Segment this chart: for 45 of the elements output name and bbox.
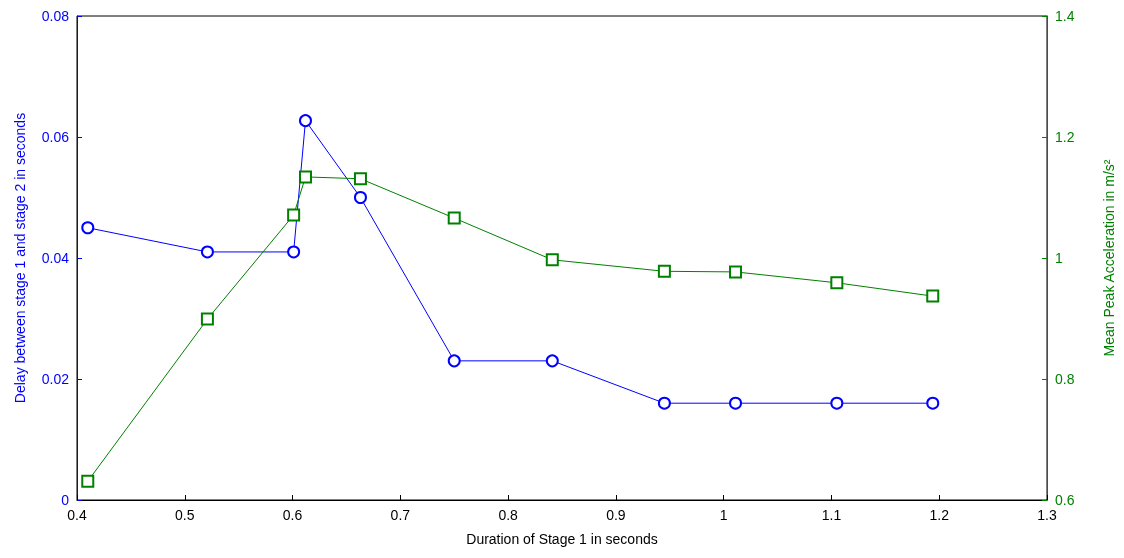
point <box>353 172 367 186</box>
point <box>657 264 671 278</box>
y-tick-label: 0.06 <box>41 129 70 145</box>
point <box>729 265 743 279</box>
point <box>926 289 940 303</box>
point <box>729 396 743 410</box>
point <box>200 245 214 259</box>
point <box>545 354 559 368</box>
x-tick-label: 1.2 <box>929 507 950 523</box>
point <box>545 253 559 267</box>
x-tick-label: 0.4 <box>67 507 87 523</box>
point <box>298 170 312 184</box>
point <box>81 474 95 488</box>
point <box>657 396 671 410</box>
y2-tick-label: 1.4 <box>1055 8 1075 24</box>
x-tick-label: 1.3 <box>1037 507 1057 523</box>
point <box>926 396 940 410</box>
y2-tick-label: 1.2 <box>1055 129 1075 145</box>
point <box>200 312 214 326</box>
y2-axis-title: Mean Peak Acceleration in m/s² <box>1101 159 1117 357</box>
y2-tick-label: 0.6 <box>1055 492 1075 508</box>
y-tick-label: 0.04 <box>41 250 70 266</box>
point <box>81 221 95 235</box>
x-tick-label: 0.7 <box>390 507 411 523</box>
x-tick-label: 0.9 <box>606 507 626 523</box>
x-tick-label: 0.5 <box>175 507 195 523</box>
y-tick-label: 0.08 <box>41 8 70 24</box>
point <box>447 211 461 225</box>
x-tick-label: 0.6 <box>282 507 303 523</box>
y2-tick-label: 0.8 <box>1055 371 1075 387</box>
x-tick-label: 1 <box>719 507 728 523</box>
point <box>353 191 367 204</box>
x-tick-label: 1.1 <box>821 507 842 523</box>
x-tick-label: 0.8 <box>498 507 519 523</box>
point <box>299 114 312 128</box>
y-tick-label: 0.02 <box>41 371 70 387</box>
x-axis-title: Duration of Stage 1 in seconds <box>466 531 658 547</box>
point <box>447 354 461 368</box>
y-tick-label: 0 <box>61 492 70 508</box>
point <box>287 245 301 259</box>
y-axis-title: Delay between stage 1 and stage 2 in seconds <box>12 112 28 404</box>
point <box>830 276 844 290</box>
point <box>830 396 844 410</box>
point <box>287 208 301 222</box>
y2-tick-label: 1 <box>1055 250 1063 266</box>
